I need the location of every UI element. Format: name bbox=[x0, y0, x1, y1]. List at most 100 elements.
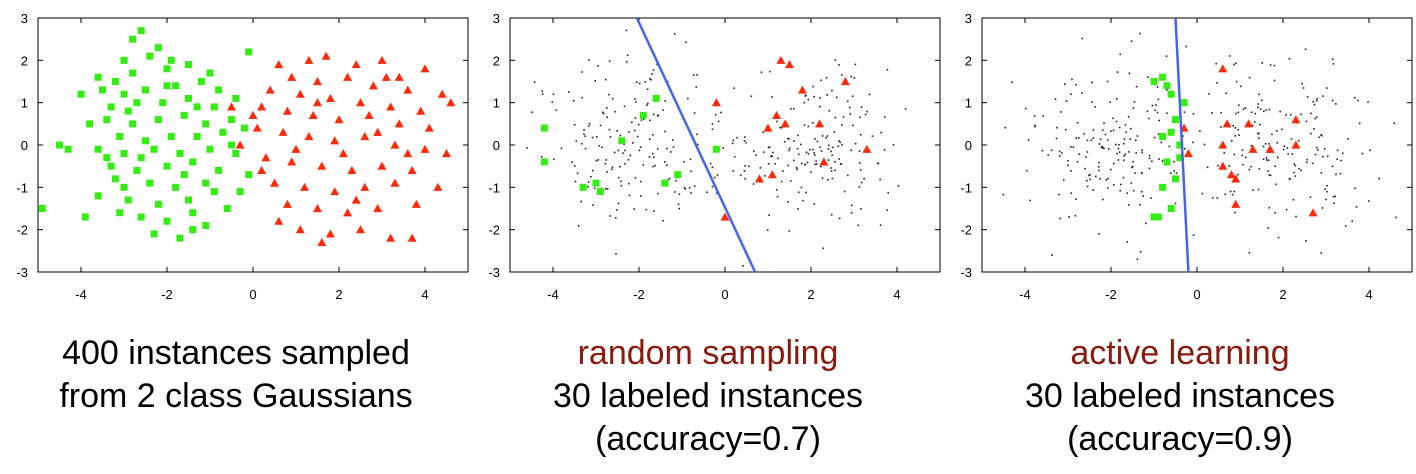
class-a-point bbox=[99, 86, 106, 94]
unlabeled-point bbox=[638, 82, 641, 85]
unlabeled-point bbox=[688, 187, 691, 189]
unlabeled-point bbox=[788, 149, 790, 152]
unlabeled-point bbox=[807, 152, 810, 155]
unlabeled-point bbox=[646, 88, 649, 91]
unlabeled-point bbox=[887, 191, 890, 194]
unlabeled-point bbox=[606, 116, 608, 119]
unlabeled-point bbox=[1274, 165, 1276, 168]
class-b-points bbox=[1179, 64, 1318, 217]
class-b-point bbox=[754, 174, 764, 183]
unlabeled-point bbox=[648, 156, 651, 158]
unlabeled-point bbox=[672, 146, 675, 148]
unlabeled-point bbox=[883, 116, 886, 118]
unlabeled-point bbox=[1115, 120, 1118, 123]
y-tick-label: 1 bbox=[965, 96, 972, 111]
unlabeled-point bbox=[1208, 93, 1210, 95]
unlabeled-point bbox=[1116, 71, 1119, 73]
unlabeled-point bbox=[1075, 83, 1077, 86]
unlabeled-point bbox=[568, 91, 570, 93]
unlabeled-point bbox=[1060, 111, 1062, 113]
class-a-point bbox=[56, 141, 63, 149]
unlabeled-point bbox=[551, 101, 554, 103]
unlabeled-point bbox=[1310, 132, 1312, 135]
unlabeled-point bbox=[766, 229, 769, 232]
unlabeled-point bbox=[1259, 123, 1261, 126]
unlabeled-point bbox=[571, 161, 573, 164]
unlabeled-point bbox=[1156, 86, 1159, 88]
unlabeled-point bbox=[1311, 162, 1314, 165]
unlabeled-point bbox=[1224, 193, 1227, 196]
unlabeled-point bbox=[1313, 103, 1316, 106]
unlabeled-point bbox=[696, 74, 698, 76]
unlabeled-point bbox=[1312, 100, 1315, 103]
class-a-point bbox=[146, 179, 154, 187]
unlabeled-point bbox=[1127, 151, 1130, 153]
unlabeled-point bbox=[526, 147, 528, 149]
class-a-point bbox=[202, 120, 210, 128]
unlabeled-point bbox=[813, 95, 816, 98]
unlabeled-point bbox=[1129, 127, 1132, 130]
unlabeled-point bbox=[1234, 211, 1236, 214]
unlabeled-point bbox=[1306, 158, 1309, 161]
unlabeled-point bbox=[1113, 184, 1115, 186]
unlabeled-point bbox=[1271, 133, 1273, 136]
y-tick-label: 3 bbox=[965, 11, 972, 26]
class-a-point bbox=[180, 111, 188, 119]
unlabeled-point bbox=[711, 123, 714, 125]
unlabeled-point bbox=[1274, 211, 1276, 214]
unlabeled-point bbox=[1085, 156, 1087, 159]
class-b-point bbox=[300, 182, 310, 191]
unlabeled-point bbox=[1141, 149, 1143, 152]
class-b-point bbox=[360, 132, 370, 141]
unlabeled-point bbox=[1265, 109, 1267, 111]
class-b-point bbox=[347, 165, 357, 174]
unlabeled-point bbox=[1136, 258, 1139, 261]
unlabeled-point bbox=[623, 105, 626, 108]
unlabeled-point bbox=[1061, 152, 1063, 154]
unlabeled-point bbox=[815, 163, 818, 165]
unlabeled-point bbox=[1067, 159, 1069, 162]
class-a-point bbox=[129, 120, 137, 128]
unlabeled-point bbox=[811, 148, 814, 151]
unlabeled-point bbox=[635, 101, 637, 103]
y-tick-label: 3 bbox=[493, 11, 500, 26]
class-a-point bbox=[94, 192, 102, 200]
unlabeled-point bbox=[860, 207, 862, 210]
unlabeled-point bbox=[611, 168, 613, 171]
unlabeled-point bbox=[1081, 37, 1084, 40]
unlabeled-point bbox=[1064, 128, 1067, 131]
class-b-point bbox=[1222, 119, 1232, 128]
decision-boundary bbox=[1174, 17, 1190, 273]
unlabeled-point bbox=[616, 209, 618, 211]
unlabeled-point bbox=[821, 177, 824, 180]
unlabeled-point bbox=[616, 130, 618, 132]
class-b-point bbox=[304, 55, 314, 64]
unlabeled-point bbox=[787, 201, 789, 203]
unlabeled-point bbox=[851, 95, 854, 98]
unlabeled-point bbox=[560, 147, 563, 150]
unlabeled-point bbox=[1135, 85, 1138, 88]
unlabeled-point bbox=[575, 140, 578, 142]
class-a-point bbox=[137, 154, 145, 162]
unlabeled-point bbox=[602, 111, 604, 114]
unlabeled-point bbox=[830, 170, 833, 172]
class-b-point bbox=[1183, 148, 1193, 158]
unlabeled-point bbox=[1105, 179, 1108, 181]
unlabeled-point bbox=[1059, 217, 1062, 220]
class-b-point bbox=[1291, 140, 1301, 149]
unlabeled-point bbox=[1154, 109, 1156, 112]
unlabeled-point bbox=[1140, 172, 1143, 174]
unlabeled-point bbox=[854, 142, 857, 145]
class-a-point bbox=[189, 158, 197, 166]
class-a-point bbox=[124, 107, 132, 115]
plot-frame bbox=[509, 17, 941, 273]
unlabeled-point bbox=[1132, 189, 1135, 192]
unlabeled-point bbox=[858, 185, 861, 188]
unlabeled-point bbox=[1002, 193, 1005, 196]
unlabeled-point bbox=[1123, 155, 1125, 157]
unlabeled-point bbox=[1264, 143, 1267, 145]
unlabeled-point bbox=[1056, 126, 1058, 129]
class-a-point bbox=[223, 205, 231, 212]
unlabeled-point bbox=[690, 192, 692, 194]
class-b-points bbox=[711, 55, 872, 221]
